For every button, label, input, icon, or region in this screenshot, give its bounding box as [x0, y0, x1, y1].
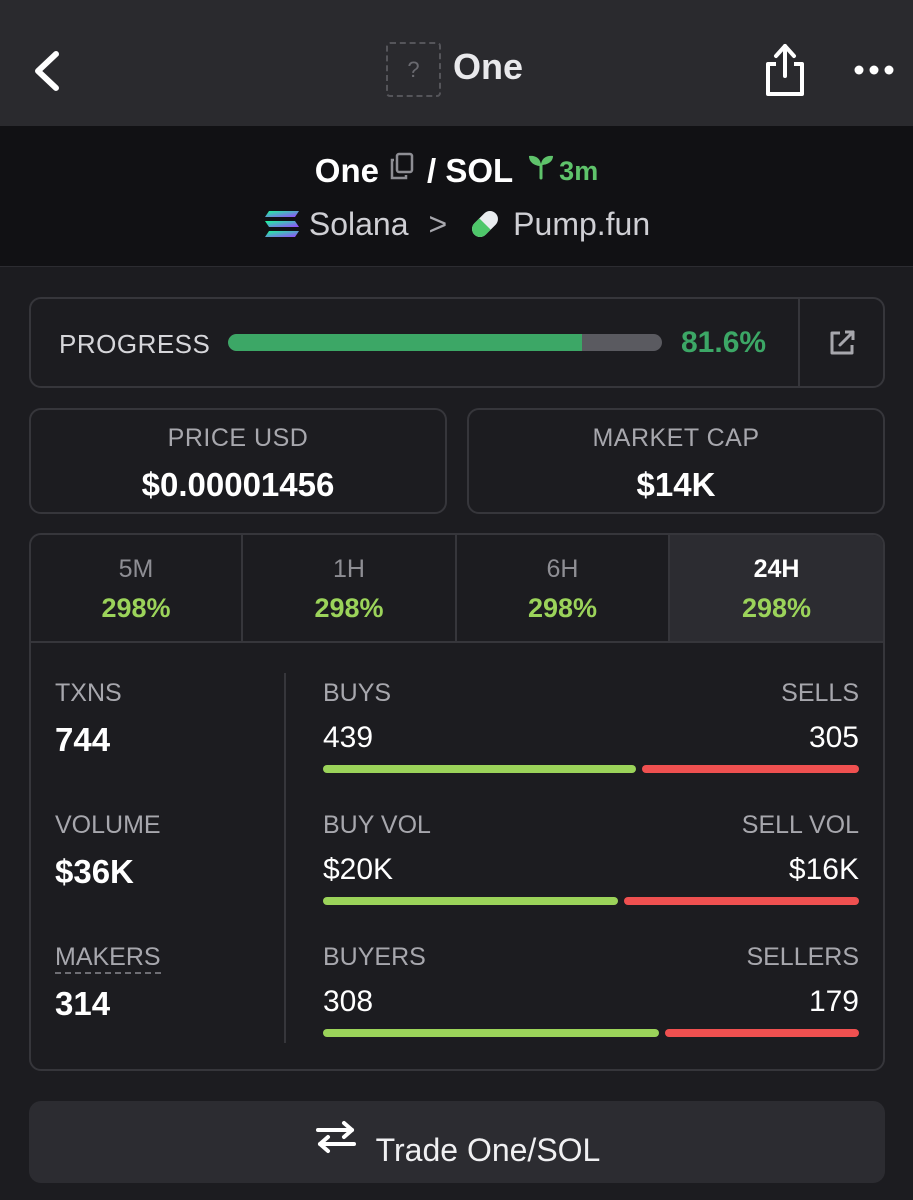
- swap-icon: [315, 1121, 356, 1153]
- tab-change: 298%: [101, 593, 171, 623]
- external-link-icon[interactable]: [827, 328, 857, 358]
- tab-label: 24H: [753, 555, 800, 583]
- volume-label: VOLUME: [55, 811, 161, 839]
- tab-1h[interactable]: 1H 298%: [243, 535, 457, 641]
- tab-24h[interactable]: 24H 298%: [670, 535, 883, 641]
- tab-change: 298%: [527, 593, 598, 623]
- tab-label: 6H: [546, 555, 579, 583]
- price-usd-value: $0.00001456: [141, 466, 335, 503]
- pill-icon: [472, 210, 499, 237]
- pair-title: One / SOL 3m: [0, 147, 913, 191]
- makers-value: 314: [55, 985, 111, 1022]
- buy-vol-bar: [323, 897, 619, 905]
- market-cap-value: $14K: [636, 466, 716, 503]
- timeframe-tabs: 5M 298% 1H 298% 6H 298% 24H 298%: [31, 535, 883, 643]
- market-cap-label: MARKET CAP: [592, 424, 760, 452]
- transactions-card: 5M 298% 1H 298% 6H 298% 24H 298% TXNS 74…: [29, 533, 885, 1071]
- trade-button-label: Trade One/SOL: [375, 1131, 601, 1168]
- market-cap-card: MARKET CAP $14K: [467, 408, 885, 514]
- trade-button-content: Trade One/SOL: [29, 1120, 885, 1168]
- base-token-name: One: [314, 152, 379, 190]
- divider: [798, 299, 800, 386]
- chain-breadcrumb: Solana > Pump.fun: [0, 198, 913, 244]
- chevron-right-icon: >: [428, 205, 448, 242]
- progress-bar: [228, 334, 662, 351]
- sell-vol-bar: [624, 897, 859, 905]
- volume-value: $36K: [55, 853, 134, 890]
- txns-value: 744: [55, 721, 111, 758]
- sprout-icon: [529, 155, 554, 180]
- sellers-bar: [664, 1029, 859, 1037]
- sells-label: SELLS: [781, 679, 859, 707]
- metrics-divider: [284, 673, 286, 1043]
- buyers-label: BUYERS: [323, 943, 426, 971]
- chevron-left-icon[interactable]: [28, 46, 68, 96]
- more-icon[interactable]: [852, 60, 896, 80]
- dex-name[interactable]: Pump.fun: [513, 205, 651, 242]
- sell-vol-label: SELL VOL: [741, 811, 859, 839]
- tab-change: 298%: [741, 593, 812, 623]
- solana-icon: [264, 210, 299, 237]
- price-usd-label: PRICE USD: [167, 424, 309, 452]
- buys-label: BUYS: [323, 679, 392, 707]
- bonding-progress-card: PROGRESS 81.6%: [29, 297, 885, 388]
- progress-label: PROGRESS: [59, 329, 211, 359]
- tab-change: 298%: [314, 593, 384, 623]
- tab-label: 1H: [333, 555, 365, 583]
- sellers-value: 179: [808, 985, 859, 1018]
- quote-token-name: SOL: [445, 152, 514, 190]
- progress-value: 81.6%: [681, 326, 767, 359]
- page-title: One: [453, 46, 524, 87]
- pair-header: [0, 126, 913, 267]
- pair-separator: /: [426, 152, 437, 190]
- chain-name[interactable]: Solana: [308, 205, 409, 242]
- txns-label: TXNS: [55, 679, 122, 707]
- tab-label: 5M: [118, 555, 154, 583]
- buyers-bar: [323, 1029, 659, 1037]
- token-image-placeholder: ?: [386, 42, 441, 97]
- tab-6h[interactable]: 6H 298%: [457, 535, 670, 641]
- share-icon[interactable]: [762, 42, 808, 98]
- sells-bar: [642, 765, 859, 773]
- buy-vol-label: BUY VOL: [323, 811, 431, 839]
- sellers-label: SELLERS: [746, 943, 859, 971]
- tab-5m[interactable]: 5M 298%: [31, 535, 243, 641]
- copy-icon[interactable]: [389, 152, 415, 180]
- buy-vol-value: $20K: [323, 853, 394, 886]
- trade-button[interactable]: Trade One/SOL: [29, 1101, 885, 1183]
- pair-age: 3m: [559, 156, 599, 187]
- buys-value: 439: [323, 721, 374, 754]
- sell-vol-value: $16K: [788, 853, 859, 886]
- buys-bar: [323, 765, 637, 773]
- progress-bar-fill: [228, 334, 583, 351]
- makers-label[interactable]: MAKERS: [55, 943, 161, 974]
- buyers-value: 308: [323, 985, 374, 1018]
- top-navigation-bar: ? One: [0, 0, 913, 126]
- price-usd-card: PRICE USD $0.00001456: [29, 408, 447, 514]
- sells-value: 305: [808, 721, 859, 754]
